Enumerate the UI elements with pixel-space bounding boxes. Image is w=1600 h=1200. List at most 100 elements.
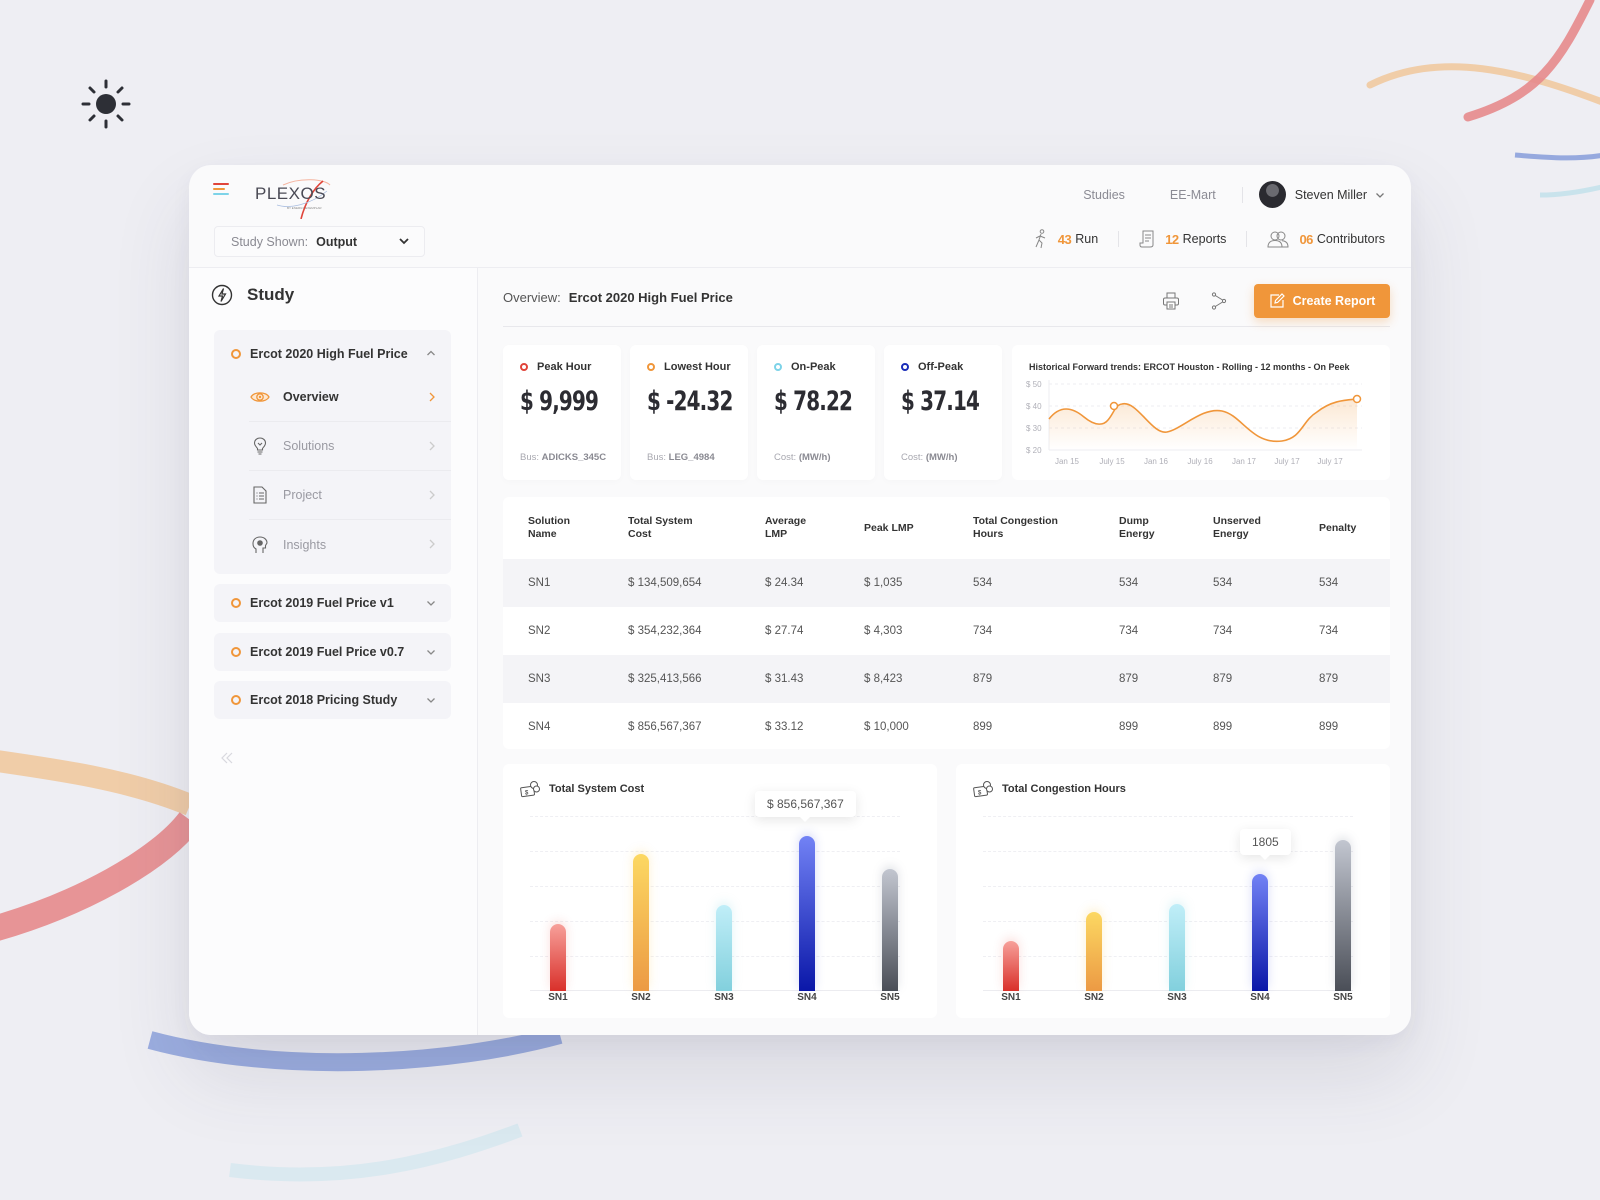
kpi-value: $ 37.14 [901,386,980,417]
sidebar-item-project[interactable]: Project [249,471,451,520]
trend-point-marker [1352,394,1362,404]
stat-reports[interactable]: 12 Reports [1139,230,1226,248]
svg-text:$ 50: $ 50 [1026,380,1042,389]
nav-ee-mart[interactable]: EE-Mart [1169,187,1216,202]
sidebar-item-insights[interactable]: Insights [249,520,451,569]
money-icon: $ [973,781,993,798]
chevron-right-icon [429,490,435,500]
table-row[interactable]: SN3 $ 325,413,566 $ 31.43 $ 8,423 879 879 879 8… [503,655,1390,703]
table-row[interactable]: SN1 $ 134,509,654 $ 24.34 $ 1,035 534 534 534 5… [503,559,1390,607]
study-group-name: Ercot 2019 Fuel Price v1 [250,596,394,610]
svg-text:Jan 16: Jan 16 [1144,457,1169,466]
bar-tooltip: 1805 [1240,829,1291,860]
column-header: Peak LMP [864,521,914,534]
kpi-footnote: Bus: LEG_4984 [647,452,715,463]
bar-sn4[interactable] [799,836,815,991]
x-axis-label: SN4 [1250,992,1270,1003]
study-group-header[interactable]: Ercot 2018 Pricing Study [214,681,451,719]
sidebar-item-label: Insights [283,537,327,552]
stat-reports-count: 12 [1165,231,1179,247]
page-title: Ercot 2020 High Fuel Price [568,289,733,305]
bar-sn2[interactable] [633,854,649,991]
nav-studies[interactable]: Studies [1083,187,1125,202]
edit-icon [1270,293,1285,308]
sidebar: Study Ercot 2020 High Fuel Price Overvie… [189,268,478,1035]
stat-reports-label: Reports [1182,232,1227,246]
table-row[interactable]: SN4 $ 856,567,367 $ 33.12 $ 10,000 899 899 899… [528,721,1339,733]
x-axis-label: SN1 [548,992,568,1003]
chevron-down-icon [427,698,435,703]
column-header: Total System Cost [628,515,693,540]
stat-run[interactable]: 43 Run [1032,229,1098,249]
app-header: PLEXOS BY ENERGY EXEMPLAR Study Shown: O… [189,165,1411,268]
chevron-right-icon [429,441,435,451]
share-button[interactable] [1206,288,1232,314]
chevron-down-icon [1376,192,1384,198]
study-group-name: Ercot 2018 Pricing Study [250,693,398,707]
header-stats: 43 Run 12 Reports 06 Contributors [1032,229,1385,249]
power-icon [211,284,233,306]
column-header: Dump Energy [1119,515,1155,540]
stat-contributors[interactable]: 06 Contributors [1267,230,1385,248]
chart-title: $ Total Congestion Hours [973,780,1126,798]
menu-icon[interactable] [213,183,231,197]
table-row[interactable]: SN2 $ 354,232,364 $ 27.74 $ 4,303 734 734 734 7… [528,625,1339,637]
user-menu[interactable]: Steven Miller [1258,181,1385,208]
study-group-ercot-2020: Ercot 2020 High Fuel Price Overview Solu… [214,330,451,574]
bar-sn3[interactable] [1169,904,1185,991]
divider [1118,231,1120,247]
solutions-table-card: Solution Name Total System Cost Average LMP… [503,497,1390,749]
svg-text:Jan 17: Jan 17 [1232,457,1257,466]
svg-text:$: $ [978,791,982,797]
study-group-header[interactable]: Ercot 2019 Fuel Price v1 [214,584,451,622]
svg-text:Jan 15: Jan 15 [1055,457,1080,466]
study-group-header[interactable]: Ercot 2019 Fuel Price v0.7 [214,633,451,671]
bar-sn1[interactable] [1003,941,1019,991]
status-ring-icon [231,647,241,657]
document-icon [253,486,267,504]
bar-sn3[interactable] [716,905,732,991]
kpi-label: Peak Hour [537,361,592,373]
kpi-footnote: Cost: (MW/h) [901,452,958,463]
trend-line-chart: $ 50 $ 40 $ 30 $ 20 Jan 15 July 15 [1026,380,1362,466]
chart-title-text: Total Congestion Hours [1002,783,1126,795]
sidebar-item-solutions[interactable]: Solutions [249,422,451,471]
app-window: PLEXOS BY ENERGY EXEMPLAR Study Shown: O… [189,165,1411,1035]
chart-title-text: Total System Cost [549,783,645,795]
study-shown-select[interactable]: Study Shown: Output [214,226,425,257]
chevron-down-icon [427,650,435,655]
sidebar-item-label: Solutions [283,439,335,453]
study-group-ercot-2018: Ercot 2018 Pricing Study [214,681,451,719]
bar-sn5[interactable] [1335,840,1351,991]
print-button[interactable] [1158,288,1184,314]
stat-run-count: 43 [1057,231,1072,247]
create-report-label: Create Report [1292,294,1376,308]
bar-sn5[interactable] [882,869,898,991]
chevron-right-icon [429,392,435,402]
logo-text: PLEXOS [255,184,327,203]
kpi-label: Lowest Hour [664,361,731,373]
study-group-header[interactable]: Ercot 2020 High Fuel Price [214,334,451,373]
stat-contributors-count: 06 [1299,231,1313,247]
sun-icon[interactable] [80,78,132,130]
bar-sn2[interactable] [1086,912,1102,991]
print-icon [1163,292,1179,310]
kpi-footnote: Bus: ADICKS_345C [520,452,607,463]
study-group-name: Ercot 2019 Fuel Price v0.7 [250,645,405,659]
sidebar-item-overview[interactable]: Overview [249,373,451,422]
bar-sn1[interactable] [550,924,566,991]
avatar [1258,181,1286,208]
collapse-sidebar-icon[interactable] [219,750,235,766]
main-content: Overview: Ercot 2020 High Fuel Price Cre… [479,268,1411,1035]
plexos-logo[interactable]: PLEXOS BY ENERGY EXEMPLAR [255,175,335,219]
chevron-down-icon [399,238,409,245]
x-axis-label: SN3 [714,992,734,1003]
create-report-button[interactable]: Create Report [1254,284,1390,318]
stat-run-label: Run [1075,232,1099,246]
column-header: Penalty [1319,521,1357,534]
table-header-row: Solution Name Total System Cost Average LMP… [503,497,1390,559]
bar-sn4[interactable] [1252,874,1268,991]
x-axis-label: SN1 [1001,992,1021,1003]
solutions-table: Solution Name Total System Cost Average LMP… [503,497,1390,749]
bar-chart-plot: 1805 [983,816,1353,991]
